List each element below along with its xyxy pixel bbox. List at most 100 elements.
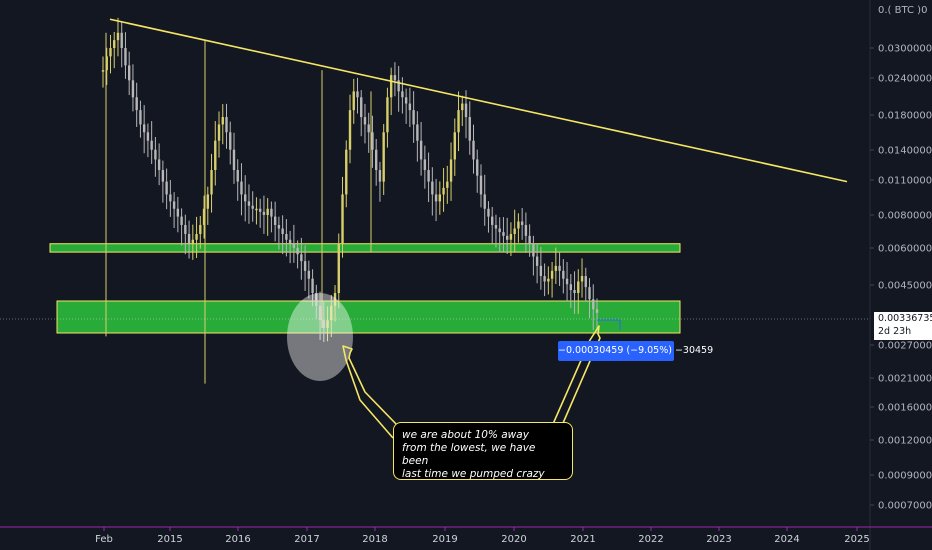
- candle-body: [135, 97, 138, 111]
- candle-body: [592, 299, 595, 310]
- candle-body: [266, 208, 269, 215]
- candle-body: [404, 97, 408, 104]
- candle-body: [543, 276, 546, 282]
- candle-body: [524, 224, 528, 236]
- candle-body: [449, 159, 453, 182]
- candle-body: [120, 32, 123, 48]
- candle-body: [330, 305, 333, 321]
- countdown: 2d 23h: [878, 326, 912, 337]
- candle-body: [131, 80, 135, 98]
- x-tick-label: 2017: [294, 534, 319, 545]
- candle-body: [315, 293, 318, 306]
- candle-body: [505, 235, 509, 240]
- x-axis[interactable]: Feb 2015 2016 2017 2018 2019 2020 2021 2022 2023 2…: [95, 527, 870, 545]
- candle-body: [191, 239, 195, 244]
- candle-body: [127, 65, 131, 81]
- candle-body: [277, 224, 281, 229]
- candle-body: [109, 48, 112, 57]
- support-zone[interactable]: [49, 243, 681, 253]
- candle-body: [502, 232, 505, 236]
- candles: [101, 17, 599, 384]
- candle-body: [169, 194, 172, 202]
- trend-line[interactable]: [109, 18, 848, 183]
- candle-body: [565, 278, 569, 285]
- candle-body: [105, 56, 108, 71]
- candle-body: [547, 278, 550, 282]
- candle-body: [401, 91, 404, 98]
- candle-body: [457, 110, 460, 133]
- candle-body: [303, 261, 307, 271]
- candle-body: [262, 211, 266, 215]
- candle-body: [476, 159, 479, 176]
- candle-body: [236, 170, 239, 182]
- candle-body: [300, 254, 303, 262]
- x-tick-label: 2016: [225, 534, 250, 545]
- candle-body: [206, 194, 209, 209]
- candle-body: [595, 309, 599, 313]
- candle-body: [240, 181, 243, 195]
- candle-body: [322, 320, 326, 329]
- candle-body: [389, 75, 393, 98]
- candle-body: [528, 235, 531, 244]
- candle-body: [142, 124, 146, 133]
- highlight-ellipse: [287, 293, 353, 381]
- support-zones: [49, 243, 681, 334]
- candle-body: [382, 132, 385, 182]
- overlay: [0, 18, 870, 439]
- candle-body: [442, 187, 445, 195]
- candle-body: [139, 110, 142, 125]
- candle-body: [273, 216, 277, 225]
- candle-body: [498, 228, 501, 233]
- candle-body: [292, 243, 296, 248]
- candle-body: [479, 175, 483, 195]
- candle-body: [270, 208, 273, 217]
- candle-body: [483, 194, 486, 209]
- candle-body: [562, 270, 565, 279]
- candle-body: [532, 243, 535, 257]
- candle-body: [356, 91, 359, 98]
- candle-body: [464, 103, 468, 118]
- candle-body: [393, 75, 397, 81]
- candle-body: [281, 228, 284, 234]
- candle-body: [244, 194, 247, 202]
- candle-body: [491, 216, 494, 225]
- candle-body: [337, 243, 340, 294]
- candle-body: [374, 149, 378, 171]
- x-tick-label: 2025: [844, 534, 869, 545]
- candle-body: [124, 48, 127, 66]
- candle-body: [258, 208, 262, 212]
- x-tick-label: 2015: [157, 534, 182, 545]
- callout-arrow-left: [342, 345, 399, 439]
- candle-body: [468, 117, 471, 141]
- candle-body: [438, 194, 442, 202]
- candle-body: [517, 221, 520, 229]
- candle-body: [584, 276, 587, 288]
- x-tick-label: 2018: [362, 534, 387, 545]
- candle-body: [225, 117, 228, 133]
- candle-body: [251, 205, 254, 209]
- measure-label: −0.00030459 (−9.05%) −30459: [558, 341, 713, 361]
- candle-body: [255, 208, 258, 211]
- x-tick-label: 2024: [774, 534, 799, 545]
- candle-body: [513, 228, 516, 234]
- candle-body: [577, 281, 580, 294]
- candle-body: [461, 103, 464, 111]
- candle-body: [229, 132, 232, 150]
- candle-body: [494, 224, 498, 229]
- candle-body: [371, 132, 374, 150]
- candle-body: [214, 140, 217, 171]
- candle-body: [172, 201, 176, 209]
- candle-body: [101, 70, 105, 72]
- support-zone[interactable]: [56, 300, 681, 334]
